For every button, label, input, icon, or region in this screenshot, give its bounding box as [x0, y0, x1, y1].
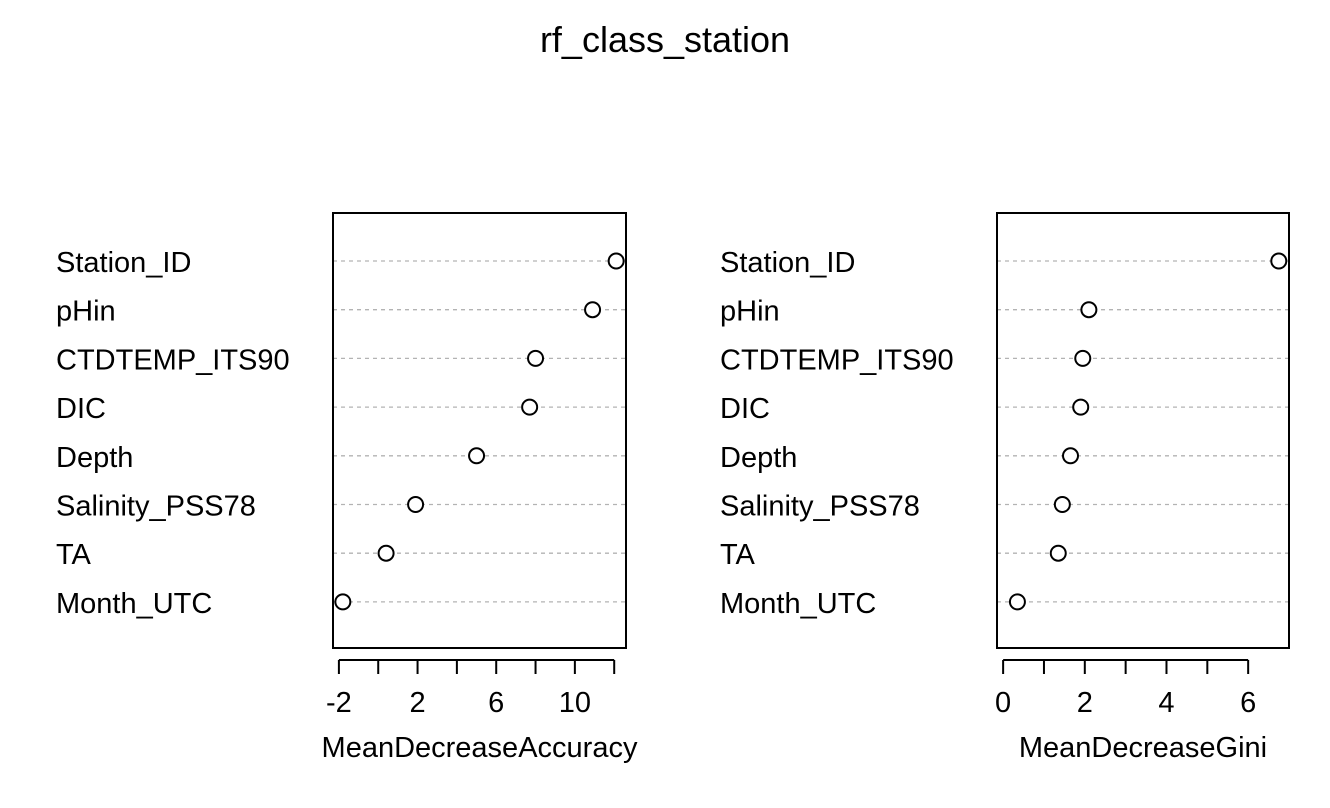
category-label: TA [56, 539, 92, 571]
x-tick-label: 6 [488, 687, 504, 719]
category-label: Month_UTC [720, 588, 876, 620]
gini-panel: Station_ID pHin CTDTEMP_ITS90 DIC Depth Salin… [720, 212, 1290, 764]
accuracy-panel: Station_ID pHin CTDTEMP_ITS90 DIC Depth Salin… [56, 212, 638, 764]
data-point [527, 349, 545, 367]
x-tick-label: 10 [559, 687, 591, 719]
chart-title: rf_class_station [540, 19, 790, 60]
category-label: CTDTEMP_ITS90 [720, 344, 954, 376]
data-point [1080, 301, 1098, 319]
data-point [1053, 496, 1071, 513]
data-point [1062, 447, 1080, 465]
x-axis-label: MeanDecreaseAccuracy [322, 732, 638, 764]
category-label: CTDTEMP_ITS90 [56, 344, 290, 376]
x-tick-label: 6 [1240, 687, 1256, 719]
category-label: Depth [56, 442, 133, 474]
category-label: pHin [720, 296, 780, 328]
data-point [1049, 544, 1067, 562]
category-label: pHin [56, 296, 116, 328]
data-point [1074, 349, 1092, 367]
plot-frame [332, 212, 627, 649]
data-point [584, 301, 602, 319]
data-point [521, 398, 539, 416]
data-point [1270, 252, 1288, 270]
x-tick-label: -2 [326, 687, 352, 719]
data-point [1008, 593, 1026, 611]
x-tick-label: 2 [1077, 687, 1093, 719]
category-label: Station_ID [56, 247, 191, 279]
data-point [407, 496, 425, 513]
category-label: Station_ID [720, 247, 855, 279]
category-label: Depth [720, 442, 797, 474]
data-point [1072, 398, 1090, 416]
category-label: Salinity_PSS78 [56, 491, 256, 523]
category-label: DIC [56, 393, 106, 425]
category-label: TA [720, 539, 756, 571]
x-axis-label: MeanDecreaseGini [1019, 732, 1267, 764]
category-label: Salinity_PSS78 [720, 491, 920, 523]
plot-frame [996, 212, 1290, 649]
data-point [334, 593, 352, 611]
x-tick-label: 4 [1158, 687, 1174, 719]
category-label: Month_UTC [56, 588, 212, 620]
category-label: DIC [720, 393, 770, 425]
data-point [377, 544, 395, 562]
data-point [607, 252, 625, 270]
x-tick-label: 2 [409, 687, 425, 719]
data-point [468, 447, 486, 465]
x-tick-label: 0 [995, 687, 1011, 719]
